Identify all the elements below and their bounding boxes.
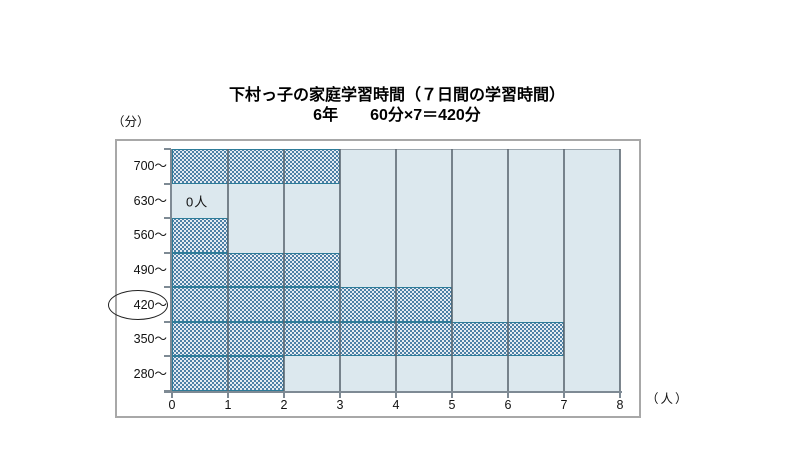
- x-axis-label-1: 1: [224, 398, 232, 412]
- y-axis-unit-label: （分）: [112, 115, 150, 129]
- bar-560～: [172, 218, 228, 253]
- y-axis-label-350～: 350～: [133, 332, 167, 347]
- x-axis-label-8: 8: [616, 398, 624, 412]
- x-axis-label-3: 3: [336, 398, 344, 412]
- x-axis-tick-0: [171, 393, 173, 398]
- bar-row-630～: 0人: [172, 184, 620, 219]
- x-axis-label-4: 4: [392, 398, 400, 412]
- y-axis-label-630～: 630～: [133, 193, 167, 208]
- x-axis-tick-5: [451, 393, 453, 398]
- chart-canvas: 0人 700～ 630～ 560～ 490～ 420～ 350～ 280～ 0 1 2 3 4 5 6 7 8: [108, 141, 639, 416]
- bar-row-490～: [172, 252, 620, 288]
- circle-annotation: [108, 289, 168, 320]
- x-axis-label-6: 6: [504, 398, 512, 412]
- y-axis-tick-7: [164, 390, 171, 392]
- y-axis-line: [170, 149, 172, 393]
- y-axis-tick-3: [164, 251, 171, 254]
- x-axis-tick-4: [395, 393, 397, 398]
- y-axis-label-280～: 280～: [133, 366, 167, 381]
- bar-350～: [172, 321, 564, 357]
- y-axis-label-560～: 560～: [133, 228, 167, 243]
- bar-row-560～: [172, 218, 620, 253]
- gridline-x-2: [283, 149, 285, 391]
- bar-row-350～: [172, 321, 620, 357]
- x-axis-line: [164, 391, 622, 393]
- x-axis-tick-3: [339, 393, 341, 398]
- y-axis-tick-0: [164, 148, 171, 150]
- x-axis-tick-6: [507, 393, 509, 398]
- y-axis-tick-2: [164, 217, 171, 220]
- gridline-x-6: [507, 149, 509, 391]
- x-axis-tick-1: [227, 393, 229, 398]
- chart-plot-frame: 0人 700～ 630～ 560～ 490～ 420～ 350～ 280～ 0 1 2 3 4 5 6 7 8: [108, 139, 641, 418]
- gridline-x-3: [339, 149, 341, 391]
- chart-subtitle: 6年 60分×7＝420分: [313, 107, 481, 124]
- y-axis-tick-6: [164, 355, 171, 358]
- chart-title: 下村っ子の家庭学習時間（７日間の学習時間）: [228, 87, 565, 104]
- x-axis-tick-7: [563, 393, 565, 398]
- gridline-x-5: [451, 149, 453, 391]
- x-axis-label-5: 5: [448, 398, 456, 412]
- bar-420～: [172, 287, 452, 322]
- x-axis-label-2: 2: [280, 398, 288, 412]
- bar-700～: [172, 149, 340, 184]
- y-axis-label-490～: 490～: [133, 263, 167, 277]
- gridline-x-1: [227, 149, 229, 391]
- x-axis-label-7: 7: [560, 398, 568, 412]
- y-axis-tick-4: [164, 286, 171, 289]
- y-axis-tick-1: [164, 182, 171, 185]
- y-axis-tick-5: [164, 320, 171, 323]
- bar-row-700～: [172, 149, 620, 184]
- y-axis-label-700～: 700～: [133, 159, 167, 174]
- x-axis-unit-label: （人）: [646, 392, 690, 406]
- chart-title-block: 下村っ子の家庭学習時間（７日間の学習時間） 6年 60分×7＝420分: [0, 86, 794, 126]
- gridline-x-7: [563, 149, 565, 391]
- x-axis-tick-8: [619, 393, 621, 398]
- zero-count-annotation: 0人: [186, 194, 209, 210]
- bar-row-420～: [172, 287, 620, 322]
- x-axis-tick-2: [283, 393, 285, 398]
- gridline-x-4: [395, 149, 397, 391]
- gridline-x-8: [619, 149, 621, 391]
- bar-490～: [172, 252, 340, 288]
- x-axis-label-0: 0: [168, 398, 176, 412]
